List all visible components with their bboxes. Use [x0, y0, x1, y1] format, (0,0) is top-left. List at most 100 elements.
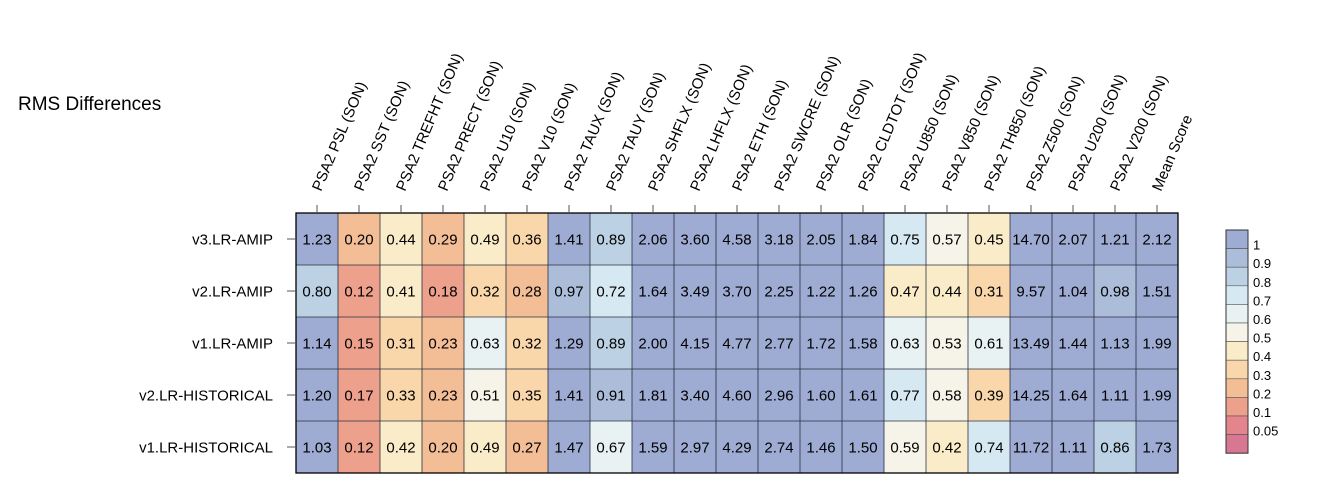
cell-value-label: 1.47 — [554, 440, 583, 457]
heatmap-cell — [674, 265, 716, 317]
heatmap-cell — [926, 369, 968, 421]
heatmap-cell — [926, 421, 968, 473]
heatmap-cell — [968, 265, 1010, 317]
column-label: Mean Score — [1149, 112, 1196, 193]
cell-value-label: 0.20 — [344, 232, 373, 249]
cell-value-label: 0.31 — [386, 336, 415, 353]
row-label: v1.LR-AMIP — [192, 336, 273, 353]
heatmap-cell — [506, 213, 548, 265]
cell-value-label: 0.53 — [932, 336, 961, 353]
heatmap-cell — [548, 421, 590, 473]
heatmap-cell — [380, 213, 422, 265]
cell-value-label: 3.60 — [680, 232, 709, 249]
cell-value-label: 1.04 — [1058, 284, 1087, 301]
heatmap-cell — [338, 369, 380, 421]
heatmap-cell — [380, 369, 422, 421]
heatmap-cell — [1052, 317, 1094, 369]
heatmap-cell — [296, 317, 338, 369]
colorbar-tick-label: 0.2 — [1253, 386, 1271, 401]
row-label: v2.LR-AMIP — [192, 284, 273, 301]
heatmap-cell — [590, 421, 632, 473]
colorbar-tick-label: 0.5 — [1253, 331, 1271, 346]
cell-value-label: 2.12 — [1142, 232, 1171, 249]
cell-value-label: 0.44 — [386, 232, 415, 249]
cell-value-label: 1.44 — [1058, 336, 1087, 353]
heatmap-cell — [506, 265, 548, 317]
cell-value-label: 2.00 — [638, 336, 667, 353]
cell-value-label: 1.41 — [554, 388, 583, 405]
cell-value-label: 2.77 — [764, 336, 793, 353]
heatmap-cell — [1136, 421, 1178, 473]
heatmap-cell — [884, 369, 926, 421]
heatmap-cell — [338, 421, 380, 473]
heatmap-cell — [464, 317, 506, 369]
heatmap-cell — [1052, 265, 1094, 317]
heatmap-cell — [800, 421, 842, 473]
heatmap-cell — [758, 421, 800, 473]
heatmap-cell — [716, 317, 758, 369]
cell-value-label: 1.58 — [848, 336, 877, 353]
heatmap-cell — [800, 265, 842, 317]
heatmap-cell — [1052, 421, 1094, 473]
heatmap-cell — [968, 213, 1010, 265]
row-labels: v3.LR-AMIP v2.LR-AMIP v1.LR-AMIP v2.LR-HIST… — [139, 232, 296, 457]
cell-value-label: 1.22 — [806, 284, 835, 301]
cell-value-label: 4.60 — [722, 388, 751, 405]
cell-value-label: 1.59 — [638, 440, 667, 457]
heatmap-cell — [1136, 265, 1178, 317]
cell-value-label: 0.58 — [932, 388, 961, 405]
heatmap-cell — [1094, 421, 1136, 473]
heatmap-cell — [926, 213, 968, 265]
cell-value-label: 1.26 — [848, 284, 877, 301]
cell-value-label: 0.97 — [554, 284, 583, 301]
row-label: v3.LR-AMIP — [192, 232, 273, 249]
heatmap-cell — [548, 265, 590, 317]
cell-value-label: 0.15 — [344, 336, 373, 353]
heatmap-cell — [884, 213, 926, 265]
row-label: v2.LR-HISTORICAL — [139, 388, 273, 405]
cell-value-label: 1.99 — [1142, 336, 1171, 353]
heatmap-cell — [926, 265, 968, 317]
cell-value-label: 0.63 — [890, 336, 919, 353]
colorbar-tick-label: 0.8 — [1253, 275, 1271, 290]
colorbar-swatch — [1225, 341, 1249, 361]
cell-value-label: 0.51 — [470, 388, 499, 405]
colorbar-swatch — [1225, 248, 1249, 268]
heatmap-cell — [1136, 369, 1178, 421]
heatmap-cell — [1010, 317, 1052, 369]
cell-value-label: 14.70 — [1012, 232, 1050, 249]
heatmap-cell — [296, 265, 338, 317]
heatmap-cell — [1052, 213, 1094, 265]
cell-value-label: 0.28 — [512, 284, 541, 301]
cell-value-label: 0.57 — [932, 232, 961, 249]
cell-value-label: 0.17 — [344, 388, 373, 405]
cell-value-label: 1.84 — [848, 232, 877, 249]
heatmap-cell — [632, 213, 674, 265]
heatmap-cell — [506, 421, 548, 473]
heatmap-cell — [800, 317, 842, 369]
heatmap-cell — [800, 213, 842, 265]
heatmap-cell — [380, 317, 422, 369]
colorbar-swatch — [1225, 397, 1249, 417]
cell-value-label: 0.63 — [470, 336, 499, 353]
cell-value-label: 0.20 — [428, 440, 457, 457]
heatmap-cell — [590, 317, 632, 369]
cell-value-label: 2.06 — [638, 232, 667, 249]
cell-value-label: 0.18 — [428, 284, 457, 301]
cell-value-label: 1.51 — [1142, 284, 1171, 301]
cell-value-label: 1.81 — [638, 388, 667, 405]
colorbar-swatch — [1225, 266, 1249, 287]
column-labels: PSA2 PSL (SON)PSA2 SST (SON)PSA2 TREFHT … — [309, 50, 1196, 213]
heatmap-cell — [506, 317, 548, 369]
cell-value-label: 0.27 — [512, 440, 541, 457]
cell-value-label: 1.46 — [806, 440, 835, 457]
cell-value-label: 0.36 — [512, 232, 541, 249]
heatmap-cell — [422, 265, 464, 317]
heatmap-cell — [716, 213, 758, 265]
cell-value-label: 1.72 — [806, 336, 835, 353]
chart-title: RMS Differences — [18, 94, 161, 115]
cell-value-label: 3.70 — [722, 284, 751, 301]
cell-value-label: 0.59 — [890, 440, 919, 457]
cell-value-label: 0.44 — [932, 284, 961, 301]
